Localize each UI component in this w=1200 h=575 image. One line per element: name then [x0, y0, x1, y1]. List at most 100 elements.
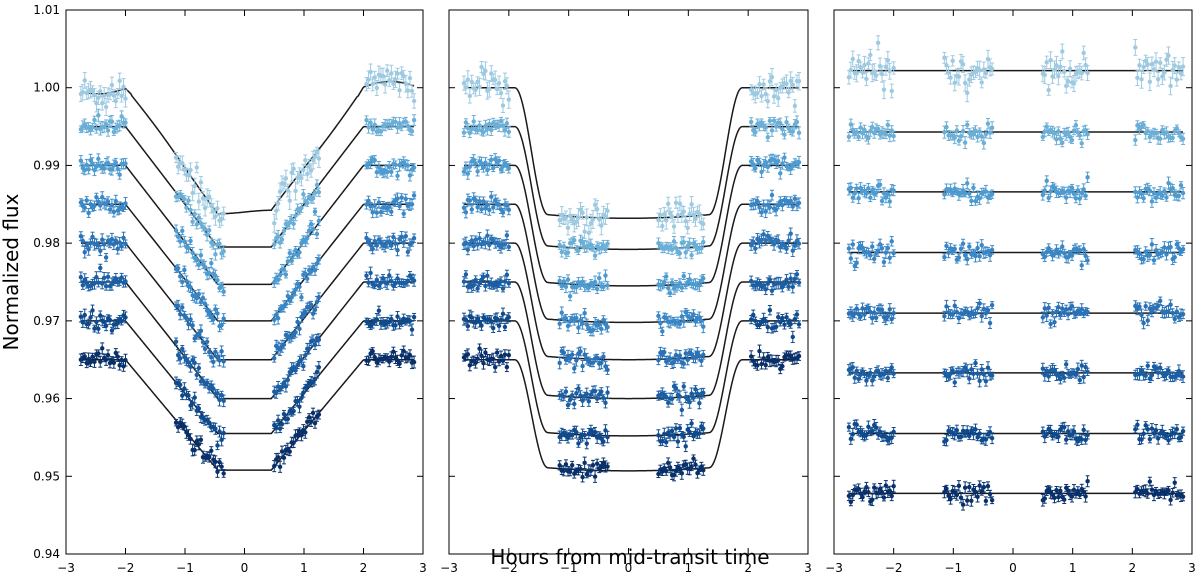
data-point: [84, 280, 89, 286]
data-point: [563, 284, 569, 289]
data-point: [308, 419, 314, 424]
data-point: [175, 425, 181, 430]
data-point: [603, 246, 608, 252]
data-point: [592, 279, 598, 285]
data-point: [196, 365, 202, 371]
data-point: [105, 128, 111, 133]
data-point: [84, 360, 89, 366]
data-point: [287, 449, 292, 454]
data-point: [395, 247, 400, 253]
data-point: [196, 199, 202, 204]
data-point: [504, 121, 510, 126]
data-point: [757, 123, 762, 129]
data-point: [401, 240, 406, 245]
data-point: [297, 284, 302, 289]
data-point: [763, 159, 768, 165]
data-point: [401, 211, 406, 216]
series-7: [78, 304, 417, 451]
data-point: [299, 295, 304, 300]
data-point: [306, 346, 312, 351]
data-point: [563, 316, 569, 321]
data-point: [86, 247, 91, 252]
data-point: [190, 190, 195, 196]
data-point: [411, 98, 417, 104]
data-point: [794, 119, 800, 125]
data-point: [576, 248, 581, 253]
data-point: [403, 233, 408, 239]
data-point: [277, 347, 283, 352]
data-point: [364, 81, 369, 87]
data-point: [80, 238, 86, 244]
data-point: [407, 352, 413, 358]
data-point: [664, 218, 669, 223]
data-point: [316, 412, 322, 417]
data-point: [291, 408, 296, 414]
data-point: [173, 420, 179, 425]
data-point: [405, 123, 411, 129]
data-point: [200, 196, 206, 201]
data-point: [664, 274, 669, 279]
data-point: [107, 317, 113, 323]
data-point: [487, 207, 492, 213]
data-point: [194, 295, 199, 301]
data-point: [204, 380, 210, 385]
data-point: [175, 303, 181, 308]
data-point: [669, 214, 675, 219]
data-point: [576, 215, 581, 220]
data-point: [92, 326, 97, 331]
model-curve: [463, 164, 800, 287]
data-point: [580, 363, 585, 369]
data-point: [316, 156, 322, 161]
data-point: [660, 329, 665, 334]
data-point: [221, 359, 226, 364]
data-point: [584, 322, 589, 327]
data-point: [182, 167, 187, 173]
data-point: [753, 130, 758, 135]
series-5: [461, 227, 802, 375]
data-point: [103, 323, 109, 329]
data-point: [182, 267, 187, 273]
data-point: [190, 219, 195, 224]
data-point: [780, 161, 785, 166]
data-point: [196, 442, 202, 447]
data-point: [597, 322, 602, 327]
data-point: [557, 321, 562, 326]
data-point: [681, 209, 686, 214]
data-point: [796, 130, 802, 136]
data-point: [463, 210, 469, 215]
data-point: [312, 420, 318, 426]
data-point: [305, 235, 310, 241]
data-point: [389, 169, 394, 175]
data-point: [687, 241, 692, 246]
data-point: [765, 99, 771, 104]
data-point: [597, 217, 602, 222]
y-tick-label: 0.99: [33, 158, 60, 172]
data-point: [182, 196, 187, 202]
data-point: [792, 196, 798, 201]
data-point: [601, 242, 606, 248]
data-point: [395, 196, 400, 201]
data-point: [677, 201, 683, 206]
data-point: [109, 167, 115, 172]
data-point: [293, 287, 298, 292]
series-8: [78, 342, 417, 478]
data-point: [186, 360, 191, 365]
data-point: [693, 354, 698, 360]
data-point: [584, 215, 589, 220]
data-point: [569, 352, 575, 357]
data-point: [366, 239, 371, 244]
data-point: [175, 352, 181, 358]
data-point: [94, 126, 99, 132]
data-point: [588, 242, 594, 247]
data-point: [209, 355, 214, 360]
data-point: [96, 280, 101, 285]
data-point: [565, 323, 571, 329]
data-point: [113, 160, 118, 165]
data-point: [219, 216, 224, 222]
data-point: [389, 209, 394, 214]
data-point: [96, 113, 101, 118]
data-point: [496, 124, 502, 129]
data-point: [123, 201, 128, 206]
data-point: [109, 119, 115, 124]
data-point: [219, 392, 224, 398]
